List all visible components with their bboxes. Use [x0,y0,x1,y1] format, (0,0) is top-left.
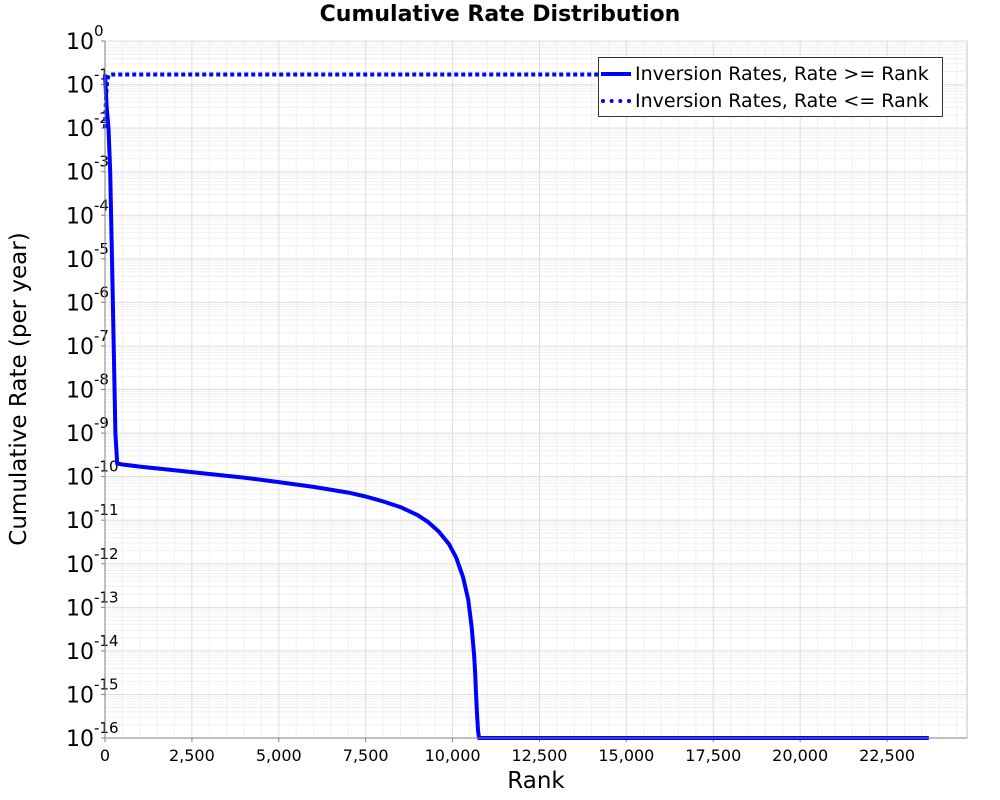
y-tick-base: 10 [66,248,94,273]
y-tick-base: 10 [66,204,94,229]
y-tick-exponent: -14 [94,632,119,650]
y-tick-base: 10 [66,30,94,55]
y-tick-label: 10-4 [66,196,109,229]
y-tick-label: 10-9 [66,414,109,447]
legend-entry-rate-ge-rank: Inversion Rates, Rate >= Rank [601,61,929,87]
y-tick-exponent: -3 [94,153,109,171]
y-tick-label: 10-10 [66,458,119,491]
x-tick-label: 2,500 [169,746,215,765]
y-tick-base: 10 [66,422,94,447]
y-tick-label: 10-16 [66,719,119,752]
y-tick-label: 10-13 [66,588,119,621]
y-tick-exponent: -4 [94,196,109,214]
legend-label-rate-ge-rank: Inversion Rates, Rate >= Rank [635,63,929,85]
y-tick-base: 10 [66,596,94,621]
chart-title: Cumulative Rate Distribution [319,2,681,27]
x-tick-label: 0 [100,746,110,765]
y-tick-base: 10 [66,335,94,360]
y-tick-label: 10-2 [66,109,109,142]
x-tick-label: 20,000 [772,746,828,765]
y-tick-exponent: -9 [94,414,109,432]
y-tick-base: 10 [66,640,94,665]
y-tick-base: 10 [66,466,94,491]
x-tick-label: 10,000 [425,746,481,765]
y-tick-exponent: -6 [94,283,109,301]
y-tick-exponent: -12 [94,545,119,563]
y-tick-label: 10-11 [66,501,119,534]
x-tick-label: 17,500 [685,746,741,765]
y-tick-exponent: -11 [94,501,119,519]
x-tick-label: 15,000 [598,746,654,765]
y-tick-base: 10 [66,291,94,316]
y-tick-exponent: 0 [94,22,104,40]
y-tick-exponent: -16 [94,719,119,737]
series-line-rate-ge-rank [103,74,929,740]
y-tick-exponent: -8 [94,371,109,389]
y-tick-label: 10-14 [66,632,119,665]
y-tick-base: 10 [66,727,94,752]
y-tick-base: 10 [66,161,94,186]
y-tick-label: 10-6 [66,283,109,316]
y-tick-base: 10 [66,379,94,404]
series-layer [103,72,929,740]
legend-swatch-solid [601,72,631,76]
y-tick-base: 10 [66,117,94,142]
x-tick-label: 7,500 [343,746,389,765]
y-tick-base: 10 [66,74,94,99]
y-tick-exponent: -10 [94,458,119,476]
y-tick-label: 100 [66,22,104,55]
y-axis-label: Cumulative Rate (per year) [6,232,32,546]
y-tick-exponent: -15 [94,675,119,693]
y-tick-base: 10 [66,553,94,578]
y-tick-label: 10-12 [66,545,119,578]
legend-entry-rate-le-rank: Inversion Rates, Rate <= Rank [601,88,929,114]
x-tick-label: 22,500 [859,746,915,765]
legend: Inversion Rates, Rate >= Rank Inversion … [598,57,943,117]
x-axis-ticks: 0 2,500 5,000 7,500 10,000 12,500 15,000 17,500… [100,738,915,765]
y-tick-label: 10-1 [66,66,109,99]
y-tick-label: 10-5 [66,240,109,273]
y-tick-base: 10 [66,509,94,534]
y-tick-exponent: -5 [94,240,109,258]
legend-label-rate-le-rank: Inversion Rates, Rate <= Rank [635,90,929,112]
y-tick-exponent: -13 [94,588,119,606]
y-tick-label: 10-8 [66,371,109,404]
x-tick-label: 5,000 [256,746,302,765]
legend-swatch-dotted [601,99,631,103]
x-axis-label: Rank [507,768,565,794]
y-tick-label: 10-3 [66,153,109,186]
y-tick-exponent: -7 [94,327,109,345]
y-tick-label: 10-15 [66,675,119,708]
y-tick-label: 10-7 [66,327,109,360]
y-tick-base: 10 [66,683,94,708]
x-tick-label: 12,500 [511,746,567,765]
